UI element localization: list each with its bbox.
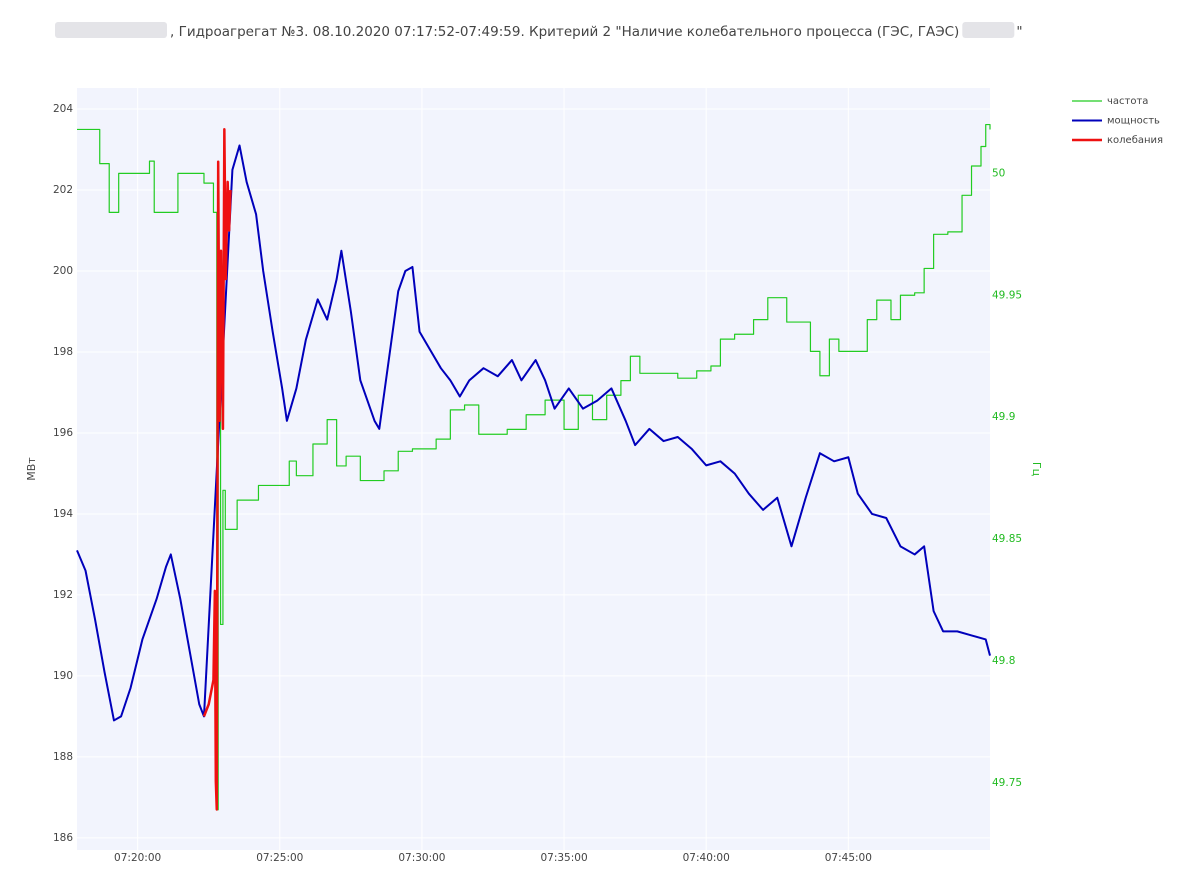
legend-label: частота [1107, 96, 1148, 107]
y-tick-label: 186 [53, 832, 73, 844]
x-tick-label: 07:45:00 [825, 852, 872, 864]
legend-label: мощность [1107, 116, 1160, 127]
chart-title: " [1016, 24, 1022, 40]
y2-axis-title: Гц [1030, 462, 1043, 476]
x-tick-label: 07:40:00 [683, 852, 730, 864]
y-tick-label: 204 [53, 103, 73, 115]
y2-tick-label: 49.75 [992, 777, 1022, 789]
x-tick-label: 07:30:00 [398, 852, 445, 864]
y-tick-label: 202 [53, 184, 73, 196]
x-tick-label: 07:35:00 [540, 852, 587, 864]
grid [77, 88, 990, 850]
y2-tick-label: 49.8 [992, 655, 1015, 667]
y-axis-title: МВт [25, 457, 38, 481]
y-tick-label: 198 [53, 346, 73, 358]
y-tick-label: 188 [53, 751, 73, 763]
y2-tick-label: 49.85 [992, 533, 1022, 545]
x-tick-label: 07:20:00 [114, 852, 161, 864]
y-tick-label: 200 [53, 265, 73, 277]
y2-tick-label: 50 [992, 167, 1005, 179]
axes: 186 188 190 192 194 196 198 200 202 204 49.75 49.8 4… [25, 103, 1043, 864]
y2-tick-label: 49.95 [992, 289, 1022, 301]
y2-tick-label: 49.9 [992, 411, 1015, 423]
y-tick-label: 190 [53, 670, 73, 682]
y-tick-label: 194 [53, 508, 73, 520]
blurred-text [962, 22, 1015, 38]
series-line [76, 144, 991, 722]
x-tick-label: 07:25:00 [256, 852, 303, 864]
legend: частота мощность колебания [1072, 96, 1163, 146]
chart-title: , Гидроагрегат №3. 08.10.2020 07:17:52-0… [170, 24, 959, 40]
blurred-text [55, 22, 167, 38]
y-tick-label: 196 [53, 427, 73, 439]
legend-label: колебания [1107, 135, 1163, 146]
series-line [202, 128, 232, 811]
plot-lines [76, 123, 991, 811]
y-tick-label: 192 [53, 589, 73, 601]
